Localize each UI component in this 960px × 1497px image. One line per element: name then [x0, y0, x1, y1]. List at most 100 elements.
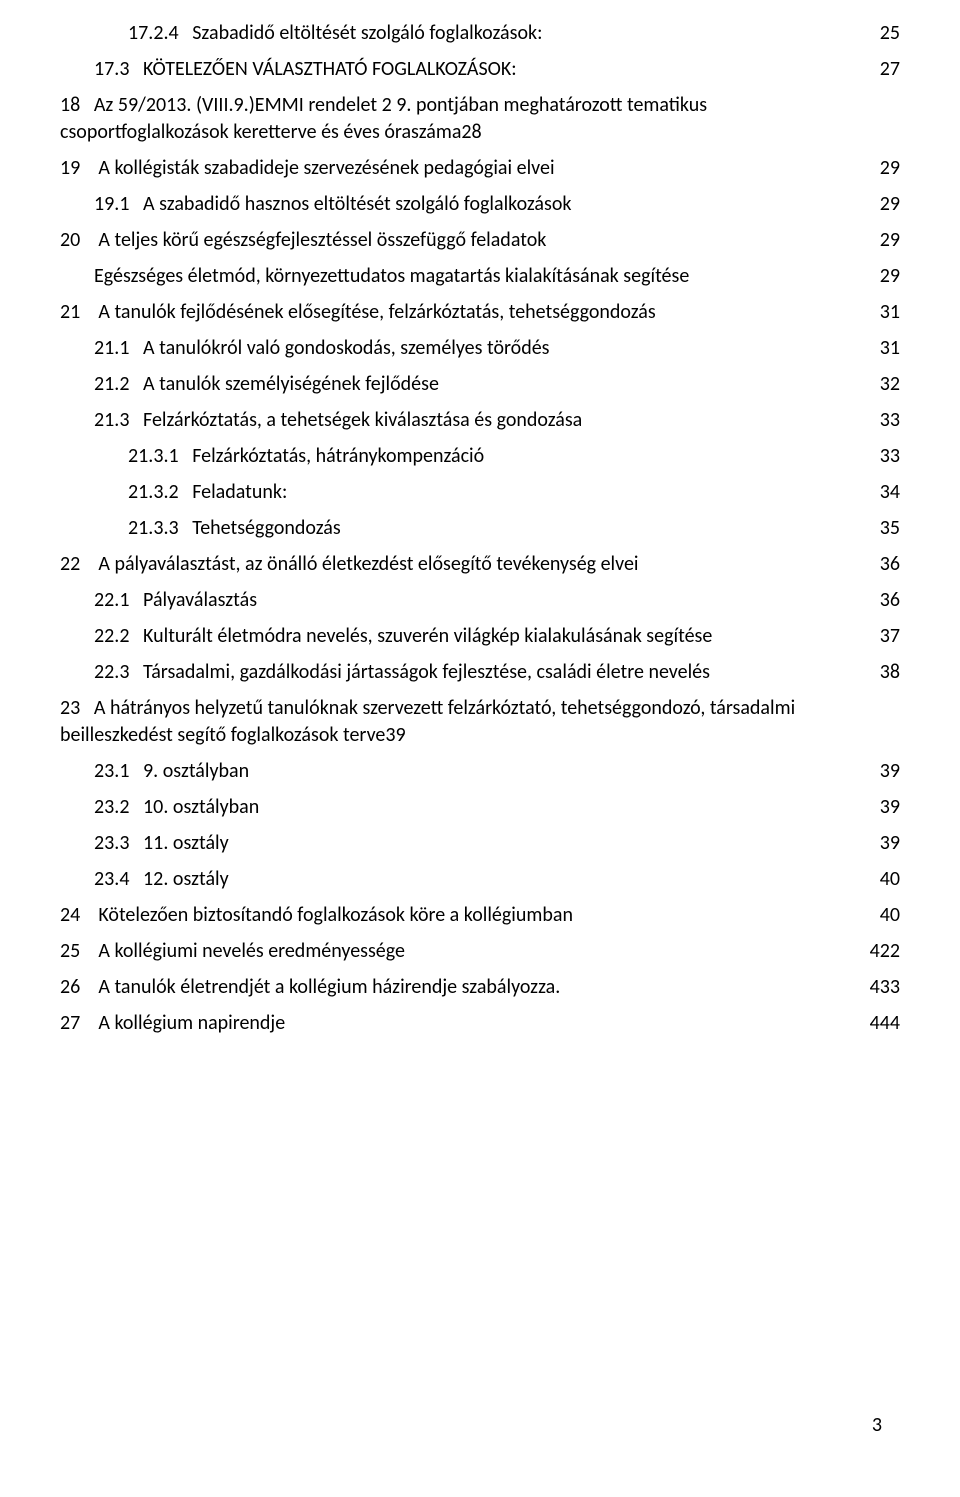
toc-entry-number: 22.3 [94, 659, 129, 686]
toc-entry-title: Egészséges életmód, környezettudatos mag… [94, 263, 689, 290]
toc-entry-title: A tanulók személyiségének fejlődése [143, 371, 439, 398]
toc-entry: Egészséges életmód, környezettudatos mag… [60, 263, 900, 290]
toc-entry-page: 35 [878, 515, 900, 542]
toc-entry: 23 A hátrányos helyzetű tanulóknak szerv… [60, 695, 900, 749]
toc-entry-page: 33 [878, 443, 900, 470]
toc-entry: 22.3 Társadalmi, gazdálkodási jártasságo… [60, 659, 900, 686]
toc-entry-number: 21.2 [94, 371, 129, 398]
table-of-contents: 17.2.4 Szabadidő eltöltését szolgáló fog… [60, 20, 900, 1037]
toc-entry-number: 20 [60, 227, 80, 254]
toc-entry-title: A tanulókról való gondoskodás, személyes… [143, 335, 549, 362]
toc-entry: 23.1 9. osztályban 39 [60, 758, 900, 785]
toc-entry-number: 21 [60, 299, 80, 326]
toc-entry-title: A tanulók fejlődésének elősegítése, felz… [98, 299, 655, 326]
toc-entry-number: 22.1 [94, 587, 129, 614]
toc-entry: 17.2.4 Szabadidő eltöltését szolgáló fog… [60, 20, 900, 47]
toc-entry: 22.1 Pályaválasztás 36 [60, 587, 900, 614]
toc-entry-number: 23.1 [94, 758, 129, 785]
toc-entry-title: KÖTELEZŐEN VÁLASZTHATÓ FOGLALKOZÁSOK: [143, 56, 517, 83]
toc-entry: 23.4 12. osztály 40 [60, 866, 900, 893]
toc-entry-page: 38 [878, 659, 900, 686]
toc-entry: 21.3.1 Felzárkóztatás, hátránykompenzáci… [60, 443, 900, 470]
toc-entry-page: 29 [878, 191, 900, 218]
toc-entry-title: Feladatunk: [192, 479, 287, 506]
toc-entry-page: 39 [878, 758, 900, 785]
toc-entry-page: 40 [878, 902, 900, 929]
toc-entry-title: A szabadidő hasznos eltöltését szolgáló … [143, 191, 571, 218]
toc-entry-number: 22.2 [94, 623, 129, 650]
toc-entry-number: 25 [60, 938, 80, 965]
toc-entry-page: 33 [878, 407, 900, 434]
toc-entry: 23.2 10. osztályban39 [60, 794, 900, 821]
toc-entry-title: Pályaválasztás [143, 587, 257, 614]
toc-entry-lastline: csoportfoglalkozások keretterve és éves … [60, 119, 900, 146]
page-number: 3 [872, 1413, 882, 1437]
toc-entry-title: A kollégisták szabadideje szervezésének … [98, 155, 554, 182]
toc-entry-title: Kulturált életmódra nevelés, szuverén vi… [143, 623, 712, 650]
toc-entry-title: A kollégiumi nevelés eredményessége [98, 938, 405, 965]
toc-entry-title-part: Az 59/2013. (VIII.9.)EMMI rendelet 2 9. … [94, 93, 707, 117]
toc-entry-text: 23 A hátrányos helyzetű tanulóknak szerv… [60, 695, 900, 722]
toc-entry: 27 A kollégium napirendje 444 [60, 1010, 900, 1037]
toc-entry-title: Felzárkóztatás, a tehetségek kiválasztás… [143, 407, 582, 434]
toc-entry-title: 9. osztályban [143, 758, 249, 785]
toc-entry: 26 A tanulók életrendjét a kollégium ház… [60, 974, 900, 1001]
toc-entry-number: 23.4 [94, 866, 129, 893]
toc-entry-title: A kollégium napirendje [98, 1010, 285, 1037]
toc-entry-number: 22 [60, 551, 80, 578]
toc-entry-page: 31 [878, 299, 900, 326]
toc-entry-lastline: beilleszkedést segítő foglalkozások terv… [60, 722, 900, 749]
toc-entry-page: 40 [878, 866, 900, 893]
toc-entry-title: Társadalmi, gazdálkodási jártasságok fej… [143, 659, 710, 686]
toc-entry-title: Tehetséggondozás [192, 515, 340, 542]
toc-entry: 21.3 Felzárkóztatás, a tehetségek kivála… [60, 407, 900, 434]
toc-entry-page: 29 [878, 227, 900, 254]
toc-entry: 25 A kollégiumi nevelés eredményessége 42… [60, 938, 900, 965]
toc-entry-number: 17.2.4 [128, 20, 179, 47]
toc-entry-title-part: A hátrányos helyzetű tanulóknak szerveze… [94, 696, 795, 720]
toc-entry-number: 21.3.2 [128, 479, 179, 506]
toc-entry-number: 23.3 [94, 830, 129, 857]
toc-entry-title: A teljes körű egészségfejlesztéssel össz… [98, 227, 546, 254]
toc-entry-page: 34 [878, 479, 900, 506]
toc-entry-page: 422 [868, 938, 900, 965]
toc-entry-number: 18 [60, 93, 80, 117]
toc-entry-number: 24 [60, 902, 80, 929]
toc-entry-title: 12. osztály [143, 866, 229, 893]
toc-entry-title: Szabadidő eltöltését szolgáló foglalkozá… [192, 20, 542, 47]
toc-entry-title: 10. osztályban [143, 794, 259, 821]
toc-entry: 19.1 A szabadidő hasznos eltöltését szol… [60, 191, 900, 218]
toc-entry-number: 26 [60, 974, 80, 1001]
toc-entry: 18 Az 59/2013. (VIII.9.)EMMI rendelet 2 … [60, 92, 900, 146]
toc-entry-number: 19.1 [94, 191, 129, 218]
toc-entry-page: 32 [878, 371, 900, 398]
toc-entry-page: 36 [878, 587, 900, 614]
toc-entry-title: 11. osztály [143, 830, 229, 857]
toc-entry: 19 A kollégisták szabadideje szervezésén… [60, 155, 900, 182]
toc-entry-page: 36 [878, 551, 900, 578]
toc-entry: 21.2 A tanulók személyiségének fejlődése… [60, 371, 900, 398]
toc-entry-page: 433 [868, 974, 900, 1001]
toc-entry-page: 444 [868, 1010, 900, 1037]
toc-entry-page: 31 [878, 335, 900, 362]
toc-entry-number: 21.1 [94, 335, 129, 362]
toc-entry: 20 A teljes körű egészségfejlesztéssel ö… [60, 227, 900, 254]
toc-entry-page: 39 [385, 722, 405, 749]
toc-entry-page: 27 [878, 56, 900, 83]
toc-entry: 23.3 11. osztály 39 [60, 830, 900, 857]
toc-entry-title: beilleszkedést segítő foglalkozások terv… [60, 722, 385, 749]
toc-entry: 21.3.3 Tehetséggondozás35 [60, 515, 900, 542]
toc-entry: 17.3 KÖTELEZŐEN VÁLASZTHATÓ FOGLALKOZÁSO… [60, 56, 900, 83]
toc-entry-page: 25 [878, 20, 900, 47]
toc-entry-number: 21.3 [94, 407, 129, 434]
toc-entry-title: Felzárkóztatás, hátránykompenzáció [192, 443, 484, 470]
toc-entry-page: 37 [878, 623, 900, 650]
toc-entry: 21 A tanulók fejlődésének elősegítése, f… [60, 299, 900, 326]
toc-entry-text: 18 Az 59/2013. (VIII.9.)EMMI rendelet 2 … [60, 92, 900, 119]
toc-entry-page: 29 [878, 263, 900, 290]
toc-entry-number: 27 [60, 1010, 80, 1037]
toc-entry-number: 17.3 [94, 56, 129, 83]
toc-entry-page: 39 [878, 830, 900, 857]
toc-entry-page: 28 [461, 119, 481, 146]
toc-entry-number: 19 [60, 155, 80, 182]
